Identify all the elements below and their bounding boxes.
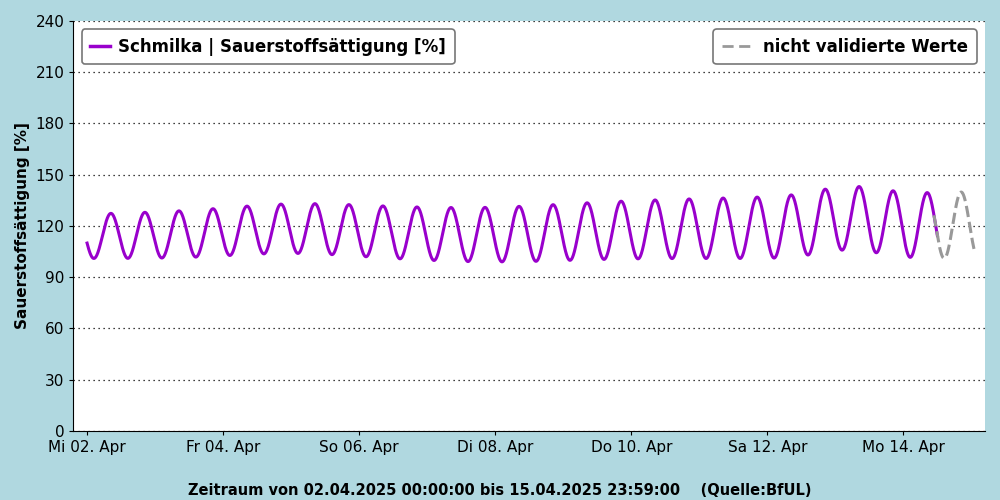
- Y-axis label: Sauerstoffsättigung [%]: Sauerstoffsättigung [%]: [15, 122, 30, 330]
- Text: Zeitraum von 02.04.2025 00:00:00 bis 15.04.2025 23:59:00    (Quelle:BfUL): Zeitraum von 02.04.2025 00:00:00 bis 15.…: [188, 483, 812, 498]
- Legend: nicht validierte Werte: nicht validierte Werte: [713, 30, 977, 64]
